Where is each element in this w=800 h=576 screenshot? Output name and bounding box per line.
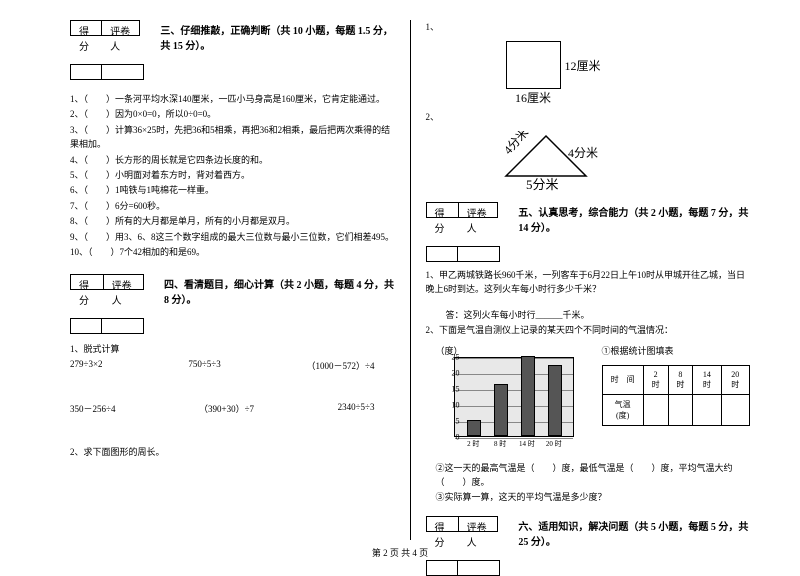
expr: 279÷3×2 (70, 359, 103, 372)
grader-label: 评卷人 (459, 516, 499, 532)
x-tick-label: 8 时 (494, 439, 506, 469)
expr: 350－256÷4 (70, 402, 115, 415)
grader-label: 评卷人 (104, 274, 144, 290)
table-row: 时 间 2时 8时 14时 20时 (602, 365, 750, 394)
section-4-title: 四、看清题目，细心计算（共 2 小题，每题 4 分，共 8 分）。 (164, 276, 395, 306)
temperature-chart: 05101520252 时8 时14 时20 时 (432, 357, 582, 457)
score-box: 得分 评卷人 (426, 516, 499, 532)
x-tick-label: 14 时 (519, 439, 535, 469)
calc-sub2: 2、求下面图形的周长。 (70, 445, 395, 458)
td: 8时 (668, 365, 693, 394)
section-5-header: 得分 评卷人 五、认真思考，综合能力（共 2 小题，每题 7 分，共 14 分）… (426, 202, 751, 242)
expr: 2340÷5÷3 (338, 402, 375, 415)
bar (548, 365, 562, 435)
td-blank (643, 394, 668, 425)
fig2-num: 2、 (426, 110, 751, 123)
grader-label: 评卷人 (459, 202, 499, 218)
bar (521, 356, 535, 436)
expr: （390+30）÷7 (199, 402, 254, 415)
td-blank (668, 394, 693, 425)
bar (467, 420, 481, 436)
y-tick-label: 10 (452, 400, 460, 409)
judge-item: 10、（ ）7个42相加的和是69。 (70, 245, 395, 259)
y-tick-label: 0 (456, 432, 460, 441)
calc-sub1: 1、脱式计算 (70, 342, 395, 355)
tri-left-label: 4分米 (500, 131, 530, 157)
temperature-table: 时 间 2时 8时 14时 20时 气温(度) (602, 365, 751, 426)
square-figure: 12厘米 16厘米 (506, 41, 751, 106)
y-tick-label: 25 (452, 352, 460, 361)
table-row: 气温(度) (602, 394, 750, 425)
expr: （1000－572）÷4 (307, 359, 375, 372)
q5-2b: ②这一天的最高气温是（ ）度，最低气温是（ ）度，平均气温大约（ ）度。 (436, 461, 751, 490)
tri-right-label: 4分米 (568, 146, 598, 160)
left-column: 得分 评卷人 三、仔细推敲，正确判断（共 10 小题，每题 1.5 分，共 15… (60, 20, 411, 540)
chart-instruction: ①根据统计图填表 (602, 344, 751, 357)
section-3-questions: 1、（ ）一条河平均水深140厘米，一匹小马身高是160厘米，它肯定能通过。2、… (70, 92, 395, 259)
x-tick-label: 2 时 (467, 439, 479, 469)
y-tick-label: 15 (452, 384, 460, 393)
judge-item: 7、（ ）6分=600秒。 (70, 199, 395, 213)
section-4-header: 得分 评卷人 四、看清题目，细心计算（共 2 小题，每题 4 分，共 8 分）。 (70, 274, 395, 314)
right-column: 1、 12厘米 16厘米 2、 4分米 4分米 5分米 得分 评卷人 五、认真思… (411, 20, 761, 540)
score-box-blank (426, 246, 751, 262)
score-box: 得分 评卷人 (70, 20, 140, 36)
triangle-svg: 4分米 4分米 5分米 (496, 131, 626, 191)
judge-item: 6、（ ）1吨铁与1吨棉花一样重。 (70, 183, 395, 197)
fig1-num: 1、 (426, 20, 751, 33)
score-box-blank (70, 318, 395, 334)
score-label: 得分 (70, 274, 104, 290)
judge-item: 5、（ ）小明面对着东方时，背对着西方。 (70, 168, 395, 182)
square-bottom-label: 16厘米 (506, 89, 561, 106)
expr: 750÷5÷3 (188, 359, 220, 372)
td: 2时 (643, 365, 668, 394)
q5-1: 1、甲乙两城铁路长960千米，一列客车于6月22日上午10时从甲城开往乙城，当日… (426, 268, 751, 297)
x-tick-label: 20 时 (546, 439, 562, 469)
tri-bottom-label: 5分米 (526, 177, 559, 191)
th-time: 时 间 (602, 365, 643, 394)
q5-1-ans: 答：这列火车每小时行______千米。 (446, 308, 751, 322)
page-footer: 第 2 页 共 4 页 (0, 546, 800, 559)
td: 20时 (721, 365, 749, 394)
score-label: 得分 (426, 202, 459, 218)
judge-item: 4、（ ）长方形的周长就是它四条边长度的和。 (70, 153, 395, 167)
calc-row-2: 350－256÷4 （390+30）÷7 2340÷5÷3 (70, 402, 395, 415)
section-3-title: 三、仔细推敲，正确判断（共 10 小题，每题 1.5 分，共 15 分）。 (160, 22, 394, 52)
score-label: 得分 (426, 516, 459, 532)
section-3-header: 得分 评卷人 三、仔细推敲，正确判断（共 10 小题，每题 1.5 分，共 15… (70, 20, 395, 60)
score-box: 得分 评卷人 (426, 202, 499, 218)
score-box-blank (426, 560, 751, 576)
td-blank (693, 394, 721, 425)
calc-row-1: 279÷3×2 750÷5÷3 （1000－572）÷4 (70, 359, 395, 372)
judge-item: 1、（ ）一条河平均水深140厘米，一匹小马身高是160厘米，它肯定能通过。 (70, 92, 395, 106)
judge-item: 9、（ ）用3、6、8这三个数字组成的最大三位数与最小三位数，它们相差495。 (70, 230, 395, 244)
score-box: 得分 评卷人 (70, 274, 144, 290)
q5-2c: ③实际算一算，这天的平均气温是多少度？ (436, 490, 751, 504)
grader-label: 评卷人 (102, 20, 140, 36)
judge-item: 3、（ ）计算36×25时，先把36和5相乘，再把36和2相乘，最后把两次乘得的… (70, 123, 395, 152)
chart-and-table: （度） 05101520252 时8 时14 时20 时 ①根据统计图填表 时 … (426, 344, 751, 457)
square-right-label: 12厘米 (565, 57, 601, 74)
y-tick-label: 20 (452, 368, 460, 377)
square-shape (506, 41, 561, 89)
section-6-title: 六、适用知识，解决问题（共 5 小题，每题 5 分，共 25 分）。 (518, 518, 750, 548)
section-5-title: 五、认真思考，综合能力（共 2 小题，每题 7 分，共 14 分）。 (518, 204, 750, 234)
bar (494, 384, 508, 435)
q5-2: 2、下面是气温自测仪上记录的某天四个不同时间的气温情况： (426, 323, 751, 337)
y-tick-label: 5 (456, 416, 460, 425)
judge-item: 8、（ ）所有的大月都是单月，所有的小月都是双月。 (70, 214, 395, 228)
triangle-figure: 4分米 4分米 5分米 (496, 131, 751, 194)
td-blank (721, 394, 749, 425)
judge-item: 2、（ ）因为0×0=0，所以0÷0=0。 (70, 107, 395, 121)
score-label: 得分 (70, 20, 102, 36)
th-temp: 气温(度) (602, 394, 643, 425)
score-box-blank (70, 64, 395, 80)
td: 14时 (693, 365, 721, 394)
